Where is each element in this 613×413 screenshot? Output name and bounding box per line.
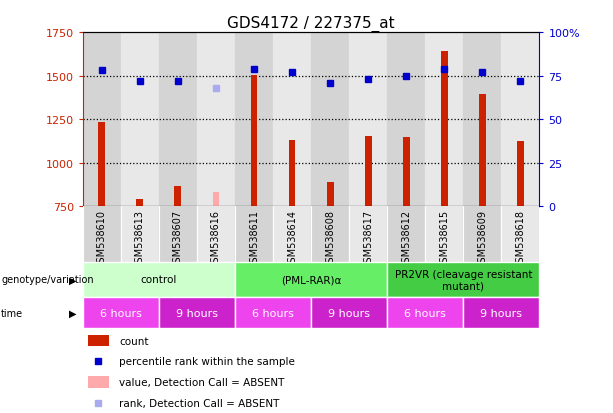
Text: GSM538611: GSM538611: [249, 209, 259, 268]
Bar: [425, 33, 463, 206]
Bar: [159, 33, 197, 206]
Bar: [197, 206, 235, 262]
Text: GSM538616: GSM538616: [211, 209, 221, 268]
Text: count: count: [120, 336, 149, 346]
Text: 9 hours: 9 hours: [481, 308, 522, 318]
Text: 6 hours: 6 hours: [252, 308, 294, 318]
Bar: [88, 376, 109, 388]
Bar: [327, 182, 333, 206]
Bar: [273, 206, 311, 262]
Bar: [235, 33, 273, 206]
Title: GDS4172 / 227375_at: GDS4172 / 227375_at: [227, 16, 395, 32]
Bar: [83, 206, 121, 262]
Bar: [98, 122, 105, 206]
Bar: [387, 33, 425, 206]
Text: ▶: ▶: [69, 308, 77, 318]
Text: GSM538608: GSM538608: [325, 209, 335, 268]
Bar: [517, 141, 524, 206]
Text: GSM538615: GSM538615: [440, 209, 449, 268]
Bar: [235, 206, 273, 262]
Bar: [83, 262, 235, 297]
Bar: [159, 206, 197, 262]
Bar: [311, 206, 349, 262]
Text: control: control: [140, 275, 177, 285]
Text: rank, Detection Call = ABSENT: rank, Detection Call = ABSENT: [120, 398, 280, 408]
Text: 9 hours: 9 hours: [328, 308, 370, 318]
Bar: [463, 297, 539, 328]
Text: GSM538609: GSM538609: [478, 209, 487, 268]
Text: PR2VR (cleavage resistant
mutant): PR2VR (cleavage resistant mutant): [395, 269, 532, 291]
Bar: [387, 262, 539, 297]
Bar: [463, 206, 501, 262]
Bar: [175, 187, 181, 206]
Text: value, Detection Call = ABSENT: value, Detection Call = ABSENT: [120, 377, 284, 387]
Bar: [425, 206, 463, 262]
Bar: [88, 335, 109, 347]
Bar: [121, 206, 159, 262]
Text: (PML-RAR)α: (PML-RAR)α: [281, 275, 341, 285]
Bar: [349, 206, 387, 262]
Bar: [387, 206, 425, 262]
Bar: [159, 297, 235, 328]
Bar: [121, 33, 159, 206]
Bar: [365, 136, 371, 206]
Bar: [311, 297, 387, 328]
Text: GSM538610: GSM538610: [97, 209, 107, 268]
Bar: [197, 33, 235, 206]
Bar: [83, 297, 159, 328]
Bar: [479, 95, 485, 206]
Bar: [137, 199, 143, 206]
Text: percentile rank within the sample: percentile rank within the sample: [120, 356, 295, 366]
Text: GSM538613: GSM538613: [135, 209, 145, 268]
Bar: [235, 297, 311, 328]
Bar: [463, 33, 501, 206]
Text: genotype/variation: genotype/variation: [1, 275, 94, 285]
Bar: [403, 138, 409, 206]
Text: GSM538607: GSM538607: [173, 209, 183, 268]
Bar: [387, 297, 463, 328]
Bar: [213, 192, 219, 206]
Bar: [441, 52, 447, 206]
Bar: [289, 140, 295, 206]
Text: 9 hours: 9 hours: [176, 308, 218, 318]
Bar: [501, 33, 539, 206]
Bar: [251, 76, 257, 206]
Text: ▶: ▶: [69, 275, 77, 285]
Text: GSM538617: GSM538617: [363, 209, 373, 268]
Bar: [83, 33, 121, 206]
Text: 6 hours: 6 hours: [405, 308, 446, 318]
Text: GSM538612: GSM538612: [402, 209, 411, 268]
Bar: [273, 33, 311, 206]
Bar: [235, 262, 387, 297]
Bar: [349, 33, 387, 206]
Text: 6 hours: 6 hours: [100, 308, 142, 318]
Text: GSM538618: GSM538618: [516, 209, 525, 268]
Bar: [311, 33, 349, 206]
Bar: [501, 206, 539, 262]
Text: time: time: [1, 308, 23, 318]
Text: GSM538614: GSM538614: [287, 209, 297, 268]
